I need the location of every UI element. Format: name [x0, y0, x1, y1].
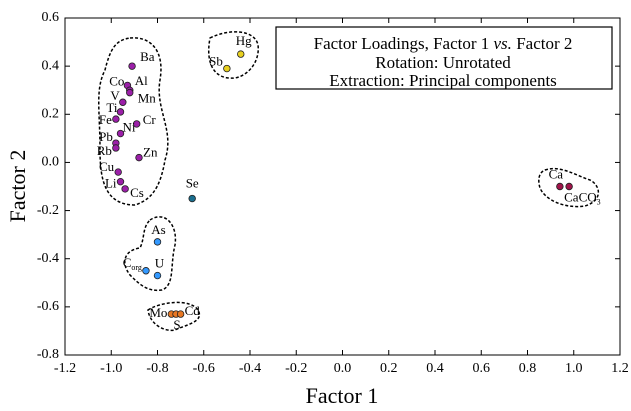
point-label: Cd: [185, 303, 201, 318]
point-label: CaCO3: [564, 189, 601, 206]
cluster-outlines: [98, 31, 600, 332]
title-box: [275, 26, 613, 90]
point-label: Li: [105, 176, 117, 191]
point: [556, 182, 564, 191]
point-label: Corg: [123, 255, 142, 272]
point: [153, 271, 162, 280]
point: [176, 310, 185, 318]
chart-title: Factor Loadings, Factor 1 vs. Factor 2: [314, 34, 573, 53]
x-tick-label: -1.2: [54, 361, 76, 376]
point-label: Cr: [143, 112, 157, 127]
point-label: Co: [109, 73, 124, 88]
y-axis-label: Factor 2: [5, 150, 30, 223]
cluster-outline: [538, 168, 600, 208]
x-tick-label: 0.2: [380, 361, 398, 376]
title-part: vs.: [494, 34, 512, 53]
point-label-sub: org: [131, 263, 142, 272]
point-label: Hg: [236, 33, 252, 48]
point-label: Cs: [130, 185, 144, 200]
cluster-outline: [147, 301, 201, 332]
point-label: Sb: [209, 54, 223, 69]
point-label: Mo: [149, 305, 167, 320]
point-label: Fe: [99, 112, 112, 127]
point: [116, 129, 125, 138]
y-tick-label: -0.2: [37, 203, 59, 218]
point: [223, 64, 231, 73]
point-label: Rb: [97, 143, 112, 158]
point: [114, 168, 122, 176]
y-tick-label: 0.0: [42, 155, 60, 170]
cluster-outline: [124, 216, 177, 292]
point-label: Mn: [138, 91, 157, 106]
y-tick-label: -0.6: [37, 299, 59, 314]
y-tick-label: 0.2: [42, 107, 60, 122]
y-tick-label: 0.4: [42, 58, 60, 73]
x-tick-label: -0.6: [193, 361, 215, 376]
point: [119, 98, 127, 106]
x-tick-label: 1.2: [611, 361, 629, 376]
point-label: Cu: [99, 159, 115, 174]
x-tick-label: 1.0: [565, 361, 583, 376]
point: [237, 50, 245, 58]
point-label: Al: [135, 73, 148, 88]
x-tick-label: 0.6: [473, 361, 491, 376]
point-label: Zn: [143, 145, 158, 160]
subtitle: Extraction: Principal components: [329, 71, 557, 90]
point-label: Ti: [106, 100, 117, 115]
point: [142, 267, 150, 275]
point-label: S: [173, 317, 180, 332]
point: [132, 120, 141, 128]
point-label: Ca: [549, 166, 564, 181]
point: [112, 115, 120, 123]
x-tick-label: -1.0: [100, 361, 122, 376]
x-tick-label: 0.8: [519, 361, 537, 376]
point: [112, 144, 120, 152]
cluster-outline: [98, 37, 169, 206]
x-tick-label: -0.8: [146, 361, 168, 376]
subtitle: Rotation: Unrotated: [375, 53, 511, 72]
point: [126, 88, 134, 97]
cluster-outline: [208, 31, 259, 79]
point: [121, 185, 129, 193]
point-label-sub: 3: [597, 197, 601, 206]
point: [135, 153, 143, 162]
x-tick-label: 0.0: [334, 361, 352, 376]
x-tick-label: -0.2: [285, 361, 307, 376]
point-label-text: CaCO: [564, 189, 597, 204]
y-tick-label: -0.8: [37, 347, 59, 362]
point-label-text: C: [123, 255, 132, 270]
point-label: V: [110, 88, 120, 103]
point-label: U: [155, 256, 165, 271]
x-tick-label: 0.4: [426, 361, 444, 376]
x-tick-label: -0.4: [239, 361, 261, 376]
point: [116, 108, 125, 116]
point-label: Se: [186, 176, 199, 191]
point-label: Ni: [123, 120, 136, 135]
point: [153, 238, 162, 246]
point-label: As: [151, 222, 165, 237]
y-tick-label: -0.4: [37, 251, 59, 266]
point: [116, 177, 125, 186]
title-part: Factor 2: [516, 34, 572, 53]
x-axis-label: Factor 1: [306, 383, 379, 408]
point-label: Pb: [99, 129, 113, 144]
point-label: Ba: [140, 49, 155, 64]
point: [188, 194, 196, 203]
point: [128, 62, 136, 70]
point: [565, 182, 573, 191]
y-tick-label: 0.6: [42, 10, 60, 25]
title-part: Factor Loadings, Factor 1: [314, 34, 490, 53]
